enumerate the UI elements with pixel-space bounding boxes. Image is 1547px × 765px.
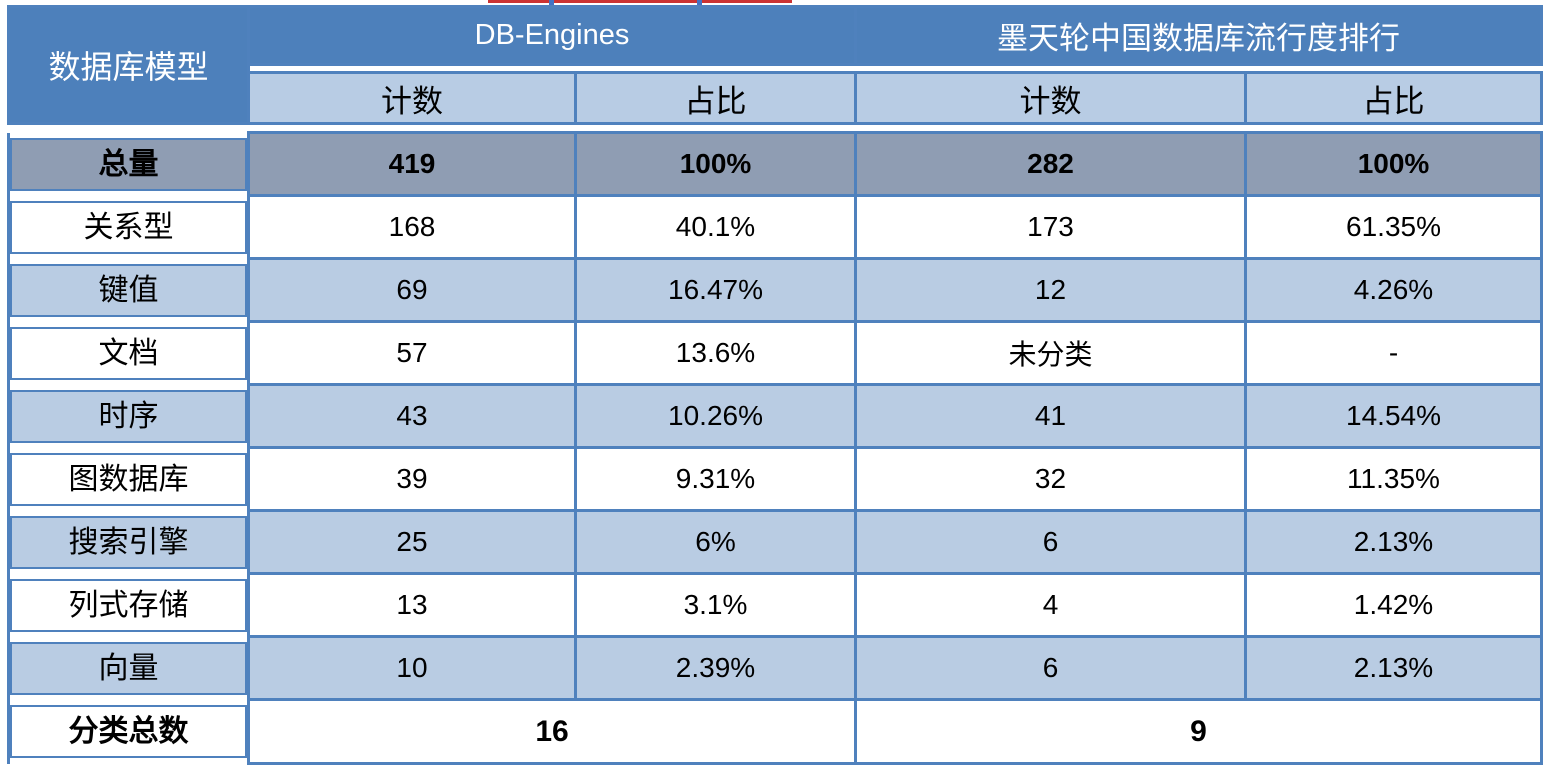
cell-value: 12 (854, 257, 1247, 323)
cell-value: 4.26% (1244, 257, 1543, 323)
cell-value: 57 (247, 320, 577, 386)
database-model-comparison-table: 数据库模型 DB-Engines 墨天轮中国数据库流行度排行 计数 占比 计数 … (7, 5, 1543, 765)
cell-value: 6 (854, 635, 1247, 701)
table-row-relational: 关系型 168 40.1% 173 61.35% (7, 194, 1543, 260)
row-label: 时序 (7, 384, 250, 448)
row-label: 关系型 (7, 195, 250, 259)
cell-value: 61.35% (1244, 194, 1543, 260)
cropped-red-underline (488, 0, 792, 3)
cell-value: 6% (574, 509, 857, 575)
row-label: 键值 (7, 258, 250, 322)
cell-value: 41 (854, 383, 1247, 449)
cell-value: 9.31% (574, 446, 857, 512)
cell-value: 2.39% (574, 635, 857, 701)
cell-value: 39 (247, 446, 577, 512)
header-row-metrics: 计数 占比 计数 占比 (9, 71, 1543, 125)
cell-total-db-engines-categories: 16 (247, 698, 857, 765)
cell-value: 168 (247, 194, 577, 260)
cell-value: 100% (574, 131, 857, 197)
table-row-category-totals: 分类总数 16 9 (7, 698, 1543, 765)
cell-value: 4 (854, 572, 1247, 638)
cell-value: 25 (247, 509, 577, 575)
row-label: 总量 (7, 132, 250, 196)
header-row-sources: 数据库模型 DB-Engines 墨天轮中国数据库流行度排行 (7, 5, 1543, 125)
cell-value: 3.1% (574, 572, 857, 638)
cell-value: 173 (854, 194, 1247, 260)
cell-total-modb-categories: 9 (854, 698, 1543, 765)
col-header-model: 数据库模型 (7, 5, 250, 125)
table-row-columnar: 列式存储 13 3.1% 4 1.42% (7, 572, 1543, 638)
cell-value: 40.1% (574, 194, 857, 260)
cell-value: 1.42% (1244, 572, 1543, 638)
table-row-key-value: 键值 69 16.47% 12 4.26% (7, 257, 1543, 323)
col-header-share-modb: 占比 (1244, 71, 1543, 125)
cell-value: 6 (854, 509, 1247, 575)
cell-value: 282 (854, 131, 1247, 197)
col-header-count-modb: 计数 (854, 71, 1247, 125)
row-label: 向量 (7, 636, 250, 700)
table-row-time-series: 时序 43 10.26% 41 14.54% (7, 383, 1543, 449)
cell-value: 69 (247, 257, 577, 323)
cell-value: 419 (247, 131, 577, 197)
cell-value: 2.13% (1244, 635, 1543, 701)
cell-value: - (1244, 320, 1543, 386)
cell-value: 100% (1244, 131, 1543, 197)
row-label: 搜索引擎 (7, 510, 250, 574)
cell-value: 13.6% (574, 320, 857, 386)
cell-value: 14.54% (1244, 383, 1543, 449)
header-gap-row (9, 64, 1542, 73)
row-label: 图数据库 (7, 447, 250, 511)
cell-value: 32 (854, 446, 1247, 512)
row-label: 列式存储 (7, 573, 250, 637)
cell-value: 11.35% (1244, 446, 1543, 512)
table-row-document: 文档 57 13.6% 未分类 - (7, 320, 1543, 386)
cropped-blue-text-fragment (697, 0, 702, 7)
table-row-search-engine: 搜索引擎 25 6% 6 2.13% (7, 509, 1543, 575)
cell-value: 13 (247, 572, 577, 638)
table-row-total: 总量 419 100% 282 100% (7, 131, 1543, 197)
cell-value: 16.47% (574, 257, 857, 323)
row-label: 分类总数 (7, 699, 250, 764)
cell-value: 10.26% (574, 383, 857, 449)
col-header-db-engines: DB-Engines (247, 5, 857, 66)
cell-value: 43 (247, 383, 577, 449)
col-header-modb-ranking: 墨天轮中国数据库流行度排行 (854, 5, 1543, 66)
cell-value: 10 (247, 635, 577, 701)
cell-value: 2.13% (1244, 509, 1543, 575)
row-label: 文档 (7, 321, 250, 385)
cell-value: 未分类 (854, 320, 1247, 386)
col-header-count-db-engines: 计数 (247, 71, 577, 125)
table-row-graph: 图数据库 39 9.31% 32 11.35% (7, 446, 1543, 512)
col-header-share-db-engines: 占比 (574, 71, 857, 125)
table-row-vector: 向量 10 2.39% 6 2.13% (7, 635, 1543, 701)
header-body-gap (8, 123, 1542, 133)
cropped-blue-text-fragment (549, 0, 554, 7)
